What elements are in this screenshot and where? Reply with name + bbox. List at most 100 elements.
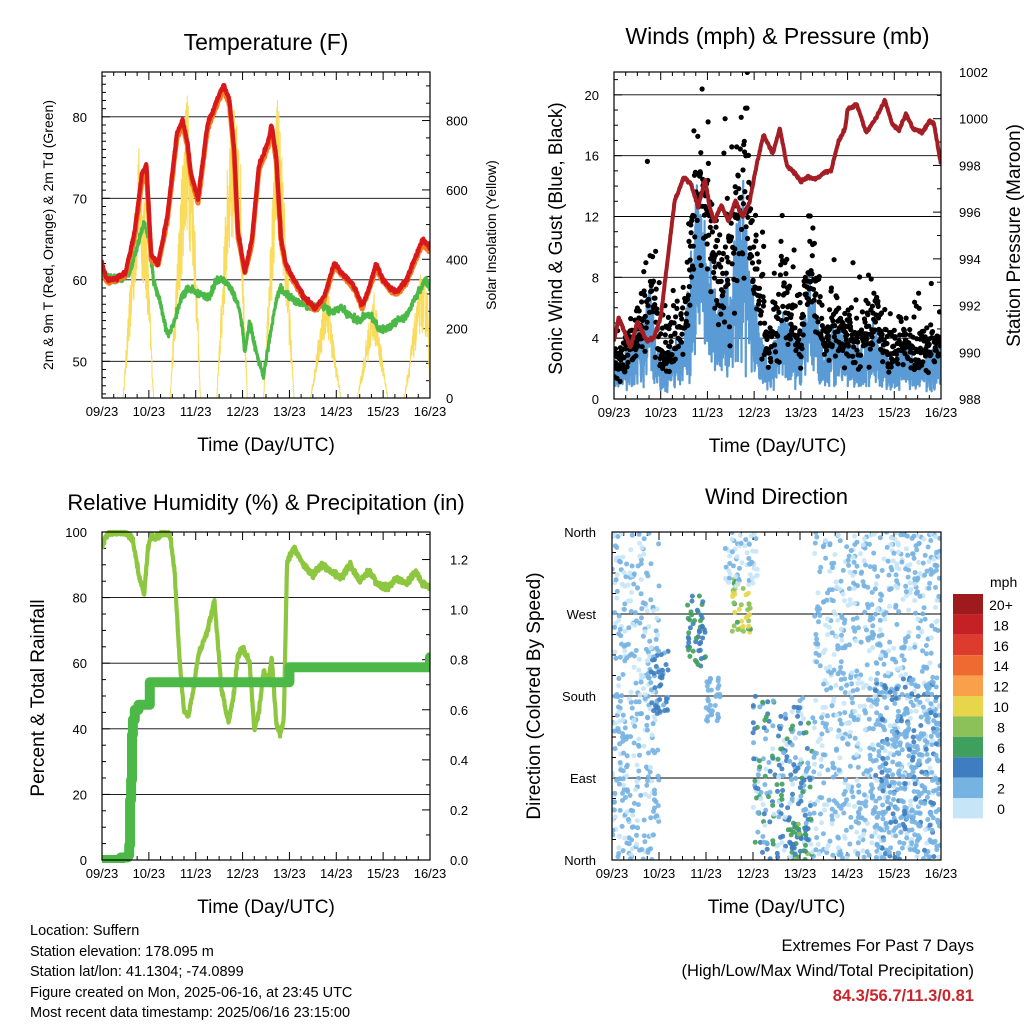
direction-point xyxy=(890,656,895,662)
direction-point xyxy=(825,616,830,622)
direction-point xyxy=(655,803,661,809)
direction-point xyxy=(899,718,904,724)
direction-point xyxy=(629,846,635,852)
direction-point xyxy=(901,840,907,846)
direction-point xyxy=(910,734,916,740)
direction-point xyxy=(829,817,835,823)
direction-point xyxy=(873,677,879,683)
direction-point xyxy=(752,693,758,699)
y2-tick-label: 1000 xyxy=(959,112,988,127)
gust-point xyxy=(897,332,903,338)
gust-point xyxy=(706,232,712,238)
gust-point xyxy=(656,280,662,286)
recent-timestamp: Most recent data timestamp: 2025/06/16 2… xyxy=(30,1005,351,1021)
direction-point xyxy=(919,783,925,789)
gust-point xyxy=(675,343,682,350)
gust-point xyxy=(752,212,759,218)
direction-point xyxy=(905,721,911,727)
direction-point xyxy=(873,772,879,778)
direction-point xyxy=(861,792,867,798)
gust-point xyxy=(813,314,820,320)
legend-swatch xyxy=(953,614,983,635)
direction-point xyxy=(624,753,630,759)
direction-point xyxy=(618,767,624,773)
direction-point xyxy=(918,723,924,728)
direction-point xyxy=(915,633,921,639)
direction-point xyxy=(880,816,886,822)
gust-point xyxy=(756,285,763,291)
winds-plot-area xyxy=(614,72,941,394)
direction-point xyxy=(893,819,899,825)
direction-point xyxy=(841,791,847,797)
gust-point xyxy=(759,356,765,362)
direction-point xyxy=(894,578,900,584)
direction-point xyxy=(812,761,817,767)
direction-point xyxy=(649,857,655,860)
direction-point xyxy=(788,772,794,778)
direction-point xyxy=(858,672,864,678)
direction-point xyxy=(790,781,796,787)
gust-point xyxy=(646,296,652,302)
direction-point xyxy=(910,757,915,763)
direction-point xyxy=(734,554,740,560)
direction-point xyxy=(617,698,623,704)
direction-point xyxy=(779,781,785,787)
direction-point xyxy=(823,665,829,671)
y2-tick-label: 0.8 xyxy=(450,653,468,668)
direction-point xyxy=(912,570,918,575)
direction-point xyxy=(933,684,939,690)
direction-point xyxy=(834,634,840,640)
direction-point xyxy=(737,565,742,571)
direction-point xyxy=(770,746,776,752)
direction-point xyxy=(864,627,869,633)
direction-point xyxy=(829,703,835,709)
gust-point xyxy=(787,336,794,342)
direction-point xyxy=(814,636,820,642)
gust-point xyxy=(636,308,642,314)
direction-point xyxy=(727,571,733,577)
gust-point xyxy=(760,271,766,277)
direction-point xyxy=(924,665,930,671)
direction-point xyxy=(798,757,804,763)
direction-point xyxy=(862,536,867,542)
gust-point xyxy=(653,248,659,254)
gust-point xyxy=(937,338,941,344)
direction-point xyxy=(926,684,932,690)
gust-point xyxy=(658,331,664,337)
gust-point xyxy=(776,309,782,315)
direction-point xyxy=(909,691,915,697)
direction-point xyxy=(934,549,940,555)
direction-point xyxy=(618,532,624,537)
direction-point xyxy=(686,647,691,653)
direction-point xyxy=(904,831,910,837)
direction-point xyxy=(614,572,620,578)
direction-point xyxy=(648,815,654,821)
gust-point xyxy=(855,339,861,345)
direction-point xyxy=(760,849,765,855)
gust-point xyxy=(928,322,934,328)
direction-point xyxy=(835,734,841,740)
direction-point xyxy=(931,718,937,724)
direction-point xyxy=(632,723,638,729)
gust-point xyxy=(792,303,798,309)
direction-point xyxy=(842,690,848,695)
direction-point xyxy=(867,725,873,731)
gust-point xyxy=(790,264,796,270)
gust-point xyxy=(724,254,730,260)
direction-point xyxy=(617,833,623,839)
direction-point xyxy=(894,532,900,536)
direction-point xyxy=(855,850,861,856)
direction-point xyxy=(614,692,620,697)
gust-point xyxy=(662,332,668,338)
direction-point xyxy=(856,676,862,682)
y-tick-label: 40 xyxy=(73,722,87,737)
gust-point xyxy=(826,357,832,363)
direction-point xyxy=(781,750,787,756)
direction-point xyxy=(834,746,839,752)
direction-point xyxy=(885,755,891,761)
direction-point xyxy=(630,812,636,818)
direction-point xyxy=(927,765,933,771)
direction-point xyxy=(935,819,941,825)
direction-point xyxy=(838,851,844,857)
direction-point xyxy=(851,586,857,592)
